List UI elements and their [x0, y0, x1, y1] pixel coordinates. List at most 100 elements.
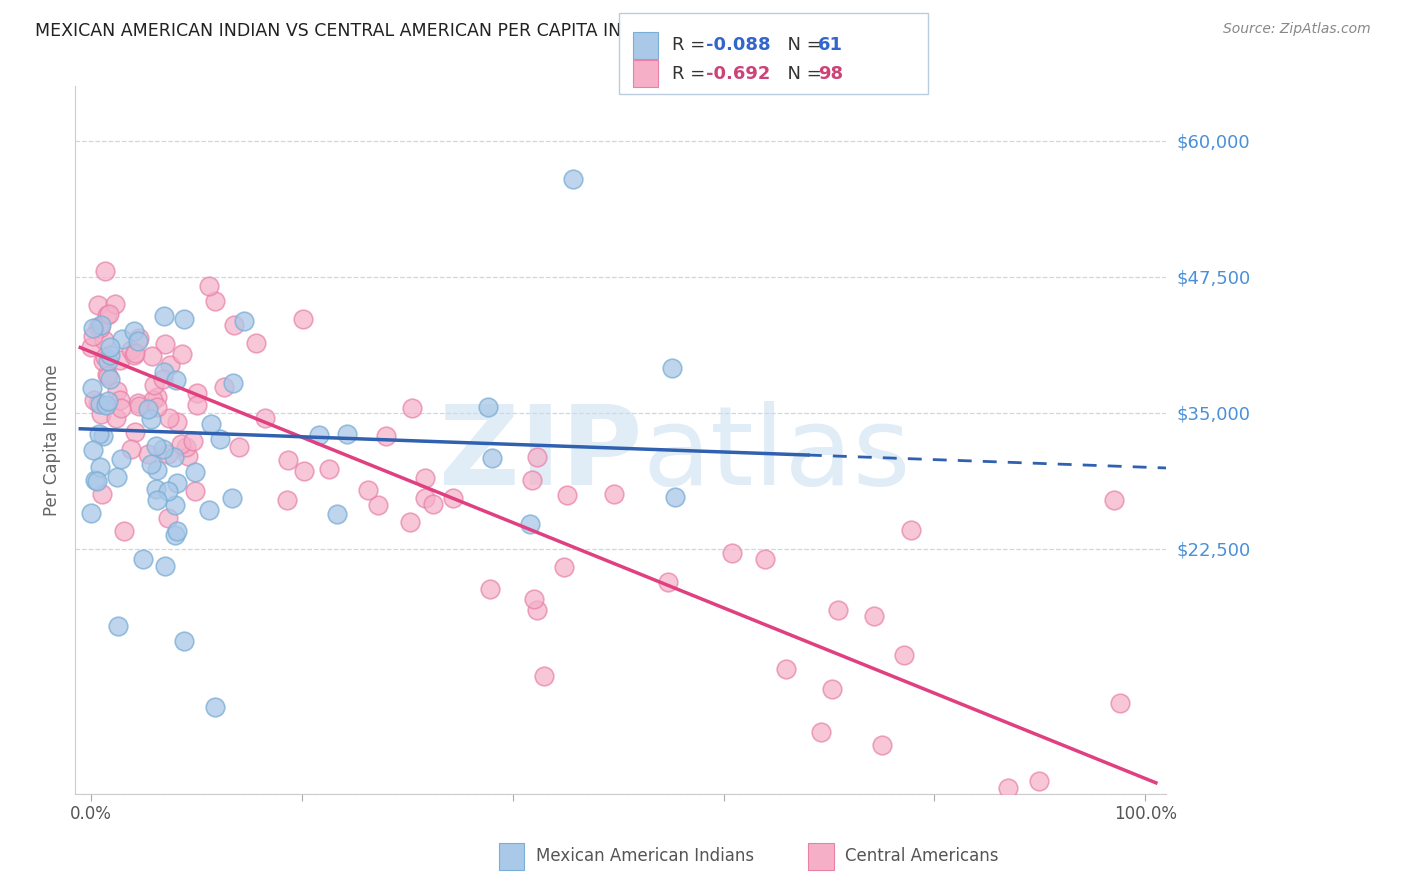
Point	[100, 371, 122, 385]
Point	[142, 378, 165, 392]
Point	[110, 401, 132, 415]
Point	[98, 307, 121, 321]
Point	[166, 475, 188, 490]
Point	[186, 385, 208, 400]
Point	[157, 511, 180, 525]
Point	[100, 340, 122, 354]
Text: R =: R =	[672, 37, 711, 54]
Point	[228, 440, 250, 454]
Point	[336, 427, 359, 442]
Point	[86, 298, 108, 312]
Point	[91, 487, 114, 501]
Point	[1028, 773, 1050, 788]
Point	[222, 318, 245, 332]
Point	[89, 321, 111, 335]
Point	[83, 473, 105, 487]
Point	[157, 411, 180, 425]
Point	[276, 492, 298, 507]
Point	[821, 681, 844, 696]
Point	[519, 517, 541, 532]
Point	[326, 507, 349, 521]
Point	[152, 442, 174, 456]
Point	[153, 337, 176, 351]
Point	[127, 396, 149, 410]
Point	[86, 474, 108, 488]
Point	[1102, 492, 1125, 507]
Point	[245, 336, 267, 351]
Point	[184, 465, 207, 479]
Point	[124, 345, 146, 359]
Point	[152, 372, 174, 386]
Point	[399, 515, 422, 529]
Point	[159, 358, 181, 372]
Point	[141, 457, 163, 471]
Point	[89, 460, 111, 475]
Point	[156, 484, 179, 499]
Point	[526, 603, 548, 617]
Text: R =: R =	[672, 64, 711, 83]
Point	[128, 400, 150, 414]
Point	[166, 373, 188, 387]
Point	[136, 447, 159, 461]
Point	[82, 381, 104, 395]
Point	[166, 524, 188, 539]
Text: atlas: atlas	[643, 401, 911, 508]
Point	[477, 401, 499, 415]
Point	[308, 428, 330, 442]
Point	[422, 497, 444, 511]
Point	[91, 354, 114, 368]
Point	[413, 491, 436, 506]
Point	[827, 603, 849, 617]
Text: -0.088: -0.088	[706, 37, 770, 54]
Point	[80, 506, 103, 520]
Point	[533, 669, 555, 683]
Point	[141, 350, 163, 364]
Point	[146, 492, 169, 507]
Point	[198, 279, 221, 293]
Point	[110, 353, 132, 368]
Point	[132, 551, 155, 566]
Point	[89, 427, 111, 442]
Point	[200, 417, 222, 431]
Point	[163, 450, 186, 465]
Point	[214, 380, 236, 394]
Text: Central Americans: Central Americans	[845, 847, 998, 865]
Point	[82, 443, 104, 458]
Point	[561, 172, 583, 186]
Point	[401, 401, 423, 415]
Point	[96, 308, 118, 322]
Point	[124, 425, 146, 440]
Point	[145, 463, 167, 477]
Point	[602, 487, 624, 501]
Point	[82, 320, 104, 334]
Point	[170, 347, 193, 361]
Point	[128, 331, 150, 345]
Point	[98, 348, 121, 362]
Point	[292, 311, 315, 326]
Point	[83, 392, 105, 407]
Point	[127, 334, 149, 349]
Point	[184, 483, 207, 498]
Point	[277, 453, 299, 467]
Point	[413, 471, 436, 485]
Point	[107, 619, 129, 633]
Point	[94, 398, 117, 412]
Point	[105, 411, 128, 425]
Point	[208, 432, 231, 446]
Point	[775, 662, 797, 676]
Point	[110, 451, 132, 466]
Point	[863, 609, 886, 624]
Point	[120, 343, 142, 357]
Point	[166, 415, 188, 429]
Point	[139, 412, 162, 426]
Point	[204, 293, 226, 308]
Point	[108, 393, 131, 408]
Point	[145, 390, 167, 404]
Point	[156, 447, 179, 461]
Point	[163, 498, 186, 512]
Point	[146, 400, 169, 414]
Point	[145, 439, 167, 453]
Point	[82, 329, 104, 343]
Point	[664, 490, 686, 504]
Point	[97, 393, 120, 408]
